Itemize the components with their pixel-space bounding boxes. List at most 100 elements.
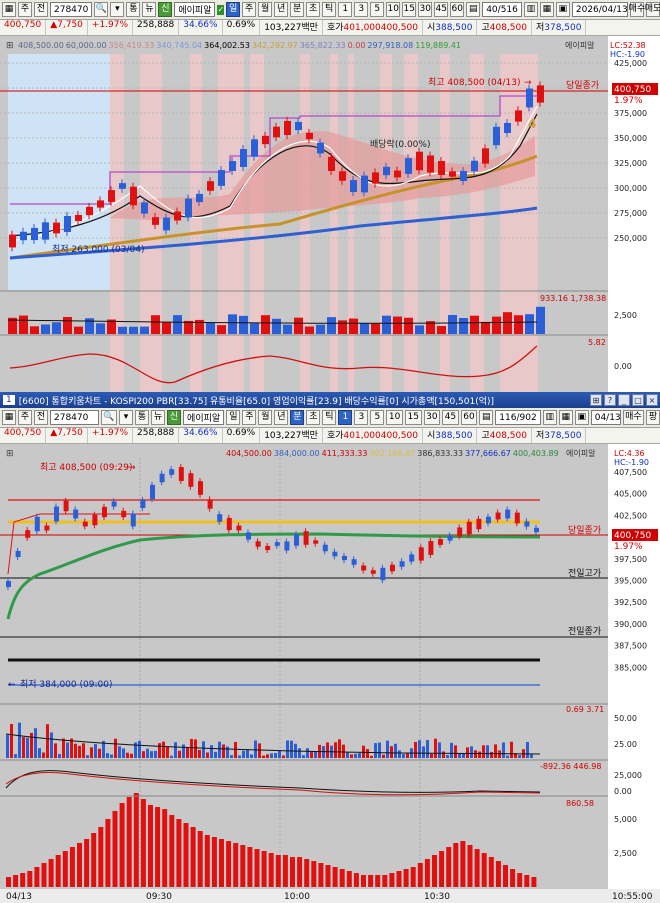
interval-60[interactable]: 60 bbox=[460, 410, 478, 425]
interval-30[interactable]: 30 bbox=[423, 410, 441, 425]
save-icon[interactable]: ▣ bbox=[555, 2, 570, 17]
save-icon[interactable]: ▣ bbox=[574, 410, 589, 425]
period-year[interactable]: 년 bbox=[274, 410, 289, 425]
type-button-tong[interactable]: 통 bbox=[126, 2, 141, 17]
search-icon[interactable]: 🔍 bbox=[94, 2, 109, 17]
history-icon[interactable]: ▾ bbox=[110, 2, 125, 17]
candle-body bbox=[284, 541, 290, 551]
type-button-news[interactable]: 뉴 bbox=[151, 410, 166, 425]
period-week[interactable]: 주 bbox=[242, 2, 257, 17]
window-titlebar[interactable]: 1 [6600] 통합키움차트 - KOSPI200 PBR[33.75] 유통… bbox=[0, 392, 660, 408]
interval-15[interactable]: 15 bbox=[404, 410, 422, 425]
check-icon[interactable]: ✓ bbox=[217, 4, 225, 15]
period-month[interactable]: 월 bbox=[258, 410, 273, 425]
interval-5[interactable]: 5 bbox=[370, 410, 385, 425]
period-minute[interactable]: 분 bbox=[290, 2, 305, 17]
interval-60[interactable]: 60 bbox=[450, 2, 465, 17]
shade-band bbox=[300, 54, 310, 392]
volume-bar bbox=[450, 742, 453, 758]
volume-bar bbox=[198, 750, 201, 758]
sell-button[interactable]: 매도 bbox=[645, 2, 660, 17]
period-minute[interactable]: 분 bbox=[290, 410, 305, 425]
volume-bar bbox=[458, 753, 461, 758]
candle-body bbox=[159, 473, 165, 483]
indicator-bar bbox=[495, 861, 501, 887]
stock-code-input[interactable]: 278470 bbox=[50, 2, 93, 17]
grid-toggle-icon[interactable]: ▦ bbox=[558, 410, 573, 425]
interval-10[interactable]: 10 bbox=[386, 410, 403, 425]
date-input[interactable]: 2026/04/13 bbox=[571, 2, 628, 17]
settings-icon[interactable]: ▤ bbox=[466, 2, 481, 17]
grid-icon[interactable]: ▦ bbox=[2, 2, 16, 17]
interval-1[interactable]: 1 bbox=[338, 2, 353, 17]
shade-band bbox=[470, 54, 484, 392]
sin-button[interactable]: 신 bbox=[158, 2, 173, 17]
sin-button[interactable]: 신 bbox=[167, 410, 182, 425]
layout-icon[interactable]: ⊞ bbox=[590, 394, 602, 406]
chart-icon[interactable]: ▥ bbox=[542, 410, 557, 425]
candle-body bbox=[15, 550, 21, 558]
period-tick[interactable]: 틱 bbox=[322, 2, 337, 17]
interval-5[interactable]: 5 bbox=[370, 2, 385, 17]
candle-body bbox=[229, 161, 236, 171]
interval-15[interactable]: 15 bbox=[402, 2, 417, 17]
interval-3[interactable]: 3 bbox=[354, 2, 369, 17]
period-day[interactable]: 일 bbox=[226, 410, 241, 425]
time-label: 09:30 bbox=[146, 892, 172, 902]
volume-bar bbox=[210, 745, 213, 758]
candle-body bbox=[416, 151, 423, 171]
period-year[interactable]: 년 bbox=[274, 2, 289, 17]
stock-code-input[interactable]: 278470 bbox=[50, 410, 99, 425]
mode-button[interactable]: 주 bbox=[18, 2, 32, 17]
current-price: 400,750 bbox=[0, 428, 47, 443]
jeon-button[interactable]: 전 bbox=[34, 410, 48, 425]
buy-button[interactable]: 매수 bbox=[622, 410, 645, 425]
volume-bar bbox=[490, 751, 493, 758]
period-week[interactable]: 주 bbox=[242, 410, 257, 425]
lc-value: LC:4.36 bbox=[614, 449, 645, 458]
interval-45[interactable]: 45 bbox=[442, 410, 459, 425]
type-button-news[interactable]: 뉴 bbox=[142, 2, 157, 17]
volume-bar bbox=[158, 743, 161, 758]
mode-button[interactable]: 주 bbox=[18, 410, 32, 425]
minute-candle-chart[interactable]: ⊞ 404,500.00 384,000.00 411,333.33 402,166.… bbox=[0, 444, 660, 903]
candle-body bbox=[188, 473, 194, 487]
search-icon[interactable]: 🔍 bbox=[100, 410, 118, 425]
indicator-bar bbox=[233, 843, 239, 887]
jeon-button[interactable]: 전 bbox=[34, 2, 48, 17]
period-second[interactable]: 초 bbox=[306, 2, 321, 17]
period-tick[interactable]: 틱 bbox=[322, 410, 337, 425]
extra-button[interactable]: 팡 bbox=[646, 410, 660, 425]
oscillator-line bbox=[9, 345, 538, 384]
help-icon[interactable]: ? bbox=[604, 394, 616, 406]
period-month[interactable]: 월 bbox=[258, 2, 273, 17]
minimize-icon[interactable]: _ bbox=[618, 394, 630, 406]
close-icon[interactable]: × bbox=[646, 394, 658, 406]
grid-toggle-icon[interactable]: ▦ bbox=[539, 2, 554, 17]
grid-icon[interactable]: ▦ bbox=[2, 410, 16, 425]
candle-group bbox=[9, 81, 544, 252]
chart-icon[interactable]: ▥ bbox=[523, 2, 538, 17]
interval-1[interactable]: 1 bbox=[338, 410, 353, 425]
volume-bar bbox=[446, 755, 449, 758]
history-icon[interactable]: ▾ bbox=[119, 410, 134, 425]
candle-body bbox=[130, 513, 136, 527]
volume-bar bbox=[19, 315, 28, 334]
date-input[interactable]: 04/13 bbox=[590, 410, 621, 425]
volume-bar bbox=[310, 752, 313, 758]
settings-icon[interactable]: ▤ bbox=[479, 410, 494, 425]
buy-button[interactable]: 매수 bbox=[629, 2, 645, 17]
volume-bar bbox=[52, 322, 61, 334]
page-counter[interactable]: 116/902 bbox=[495, 410, 541, 425]
interval-30[interactable]: 30 bbox=[418, 2, 433, 17]
interval-3[interactable]: 3 bbox=[354, 410, 369, 425]
period-day[interactable]: 일 bbox=[226, 2, 241, 17]
ichimoku-cloud bbox=[110, 131, 535, 220]
maximize-icon[interactable]: □ bbox=[632, 394, 644, 406]
period-second[interactable]: 초 bbox=[306, 410, 321, 425]
interval-45[interactable]: 45 bbox=[434, 2, 449, 17]
page-counter[interactable]: 40/516 bbox=[482, 2, 522, 17]
daily-candle-chart[interactable]: ⊞ 408,500.00 60,000.00 356,419.33 340,745.0… bbox=[0, 36, 660, 392]
type-button-tong[interactable]: 통 bbox=[135, 410, 150, 425]
interval-10[interactable]: 10 bbox=[386, 2, 401, 17]
